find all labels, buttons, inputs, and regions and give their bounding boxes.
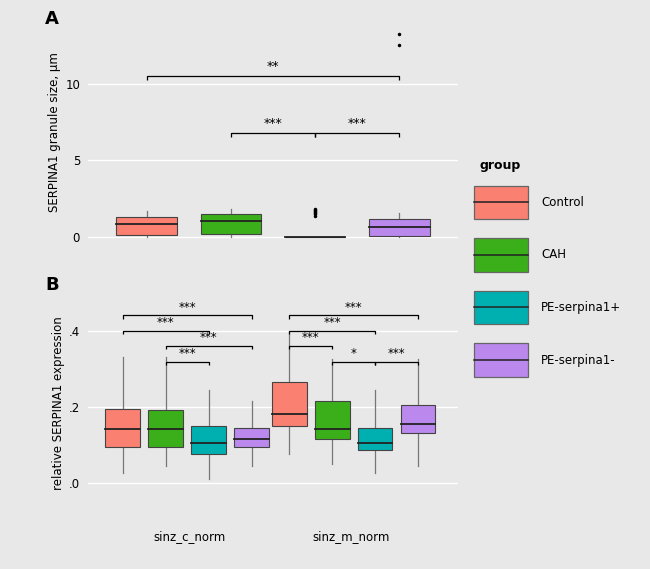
Bar — [358, 427, 393, 450]
Text: ***: *** — [348, 117, 367, 130]
Text: group: group — [479, 159, 521, 172]
Bar — [234, 427, 269, 447]
Text: ***: *** — [387, 347, 406, 360]
Text: PE-serpina1+: PE-serpina1+ — [541, 301, 621, 314]
Y-axis label: SERPINA1 granule size, μm: SERPINA1 granule size, μm — [48, 52, 61, 212]
Bar — [315, 401, 350, 439]
Text: B: B — [45, 275, 58, 294]
Bar — [272, 382, 307, 426]
Text: A: A — [45, 10, 59, 27]
Text: ***: *** — [302, 331, 319, 344]
Text: *: * — [350, 347, 356, 360]
Text: **: ** — [266, 60, 280, 73]
Text: ***: *** — [323, 316, 341, 329]
Text: ***: *** — [200, 331, 217, 344]
Bar — [400, 405, 436, 433]
Text: ***: *** — [264, 117, 282, 130]
Text: ***: *** — [344, 301, 362, 314]
Bar — [116, 217, 177, 235]
Bar — [201, 215, 261, 234]
Text: ***: *** — [178, 347, 196, 360]
Text: PE-serpina1-: PE-serpina1- — [541, 353, 616, 366]
Bar — [105, 409, 140, 447]
Bar — [148, 410, 183, 447]
Y-axis label: relative SERPINA1 expression: relative SERPINA1 expression — [52, 316, 65, 490]
Text: ***: *** — [157, 316, 174, 329]
Bar — [369, 219, 430, 236]
Bar — [191, 426, 226, 454]
Text: ***: *** — [178, 301, 196, 314]
Text: CAH: CAH — [541, 249, 566, 261]
Text: Control: Control — [541, 196, 584, 209]
